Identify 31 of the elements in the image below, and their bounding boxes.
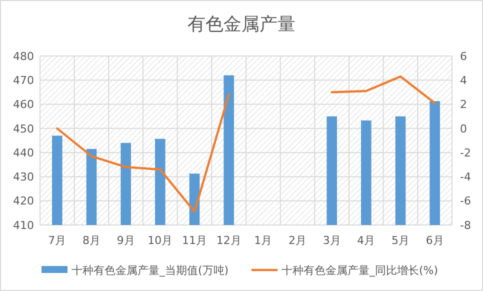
y-tick-label: 470 <box>13 74 34 87</box>
y-tick-label: 450 <box>13 122 34 136</box>
x-tick-label: 3月 <box>322 234 341 247</box>
x-tick-label: 2月 <box>288 234 306 247</box>
x-tick-label: 8月 <box>82 234 100 247</box>
x-tick-label: 9月 <box>116 234 135 247</box>
y-tick-label: 440 <box>13 146 34 160</box>
y-tick-label: 480 <box>13 50 34 63</box>
x-tick-label: 1月 <box>254 234 272 247</box>
y2-tick-label: -4 <box>460 170 471 184</box>
y-tick-label: 430 <box>13 170 34 184</box>
legend-label: 十种有色金属产量_同比增长(%) <box>282 264 438 277</box>
x-tick-label: 5月 <box>392 234 410 247</box>
legend-label: 十种有色金属产量_当期值(万吨) <box>72 264 229 277</box>
y2-tick-label: 0 <box>460 122 467 136</box>
y2-tick-label: 6 <box>460 50 467 63</box>
x-tick-label: 11月 <box>182 234 207 247</box>
y-tick-label: 410 <box>13 218 34 232</box>
x-tick-label: 12月 <box>216 234 242 247</box>
x-tick-label: 6月 <box>426 234 444 247</box>
x-tick-label: 10月 <box>148 234 173 247</box>
y-tick-label: 460 <box>13 98 34 112</box>
y2-tick-label: 4 <box>460 74 467 87</box>
chart-title: 有色金属产量 <box>188 14 296 35</box>
y2-tick-label: -2 <box>460 146 471 160</box>
y2-tick-label: -8 <box>460 218 471 232</box>
x-tick-label: 4月 <box>357 234 376 247</box>
y-tick-label: 420 <box>13 194 34 208</box>
y2-tick-label: 2 <box>460 98 467 112</box>
y2-tick-label: -6 <box>460 194 471 208</box>
x-tick-label: 7月 <box>48 234 66 247</box>
